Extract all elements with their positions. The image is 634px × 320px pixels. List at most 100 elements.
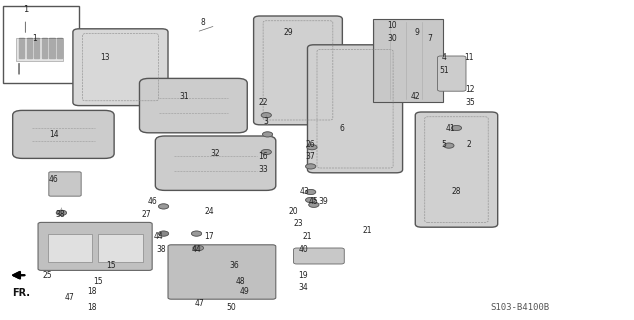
FancyBboxPatch shape xyxy=(155,136,276,190)
Text: 42: 42 xyxy=(410,92,420,100)
Text: 50: 50 xyxy=(226,303,236,312)
Text: 48: 48 xyxy=(236,277,246,286)
Text: 44: 44 xyxy=(153,232,164,241)
Text: 9: 9 xyxy=(415,28,420,36)
Text: 47: 47 xyxy=(65,293,75,302)
Text: 3: 3 xyxy=(264,117,269,126)
Text: 1: 1 xyxy=(23,5,28,14)
Circle shape xyxy=(307,145,317,150)
Text: 21: 21 xyxy=(363,226,372,235)
FancyBboxPatch shape xyxy=(437,56,466,91)
Text: 12: 12 xyxy=(466,85,475,94)
Text: 23: 23 xyxy=(293,220,303,228)
Circle shape xyxy=(193,246,200,250)
Text: 45: 45 xyxy=(309,197,319,206)
FancyBboxPatch shape xyxy=(254,16,342,125)
Text: 8: 8 xyxy=(200,18,205,27)
FancyBboxPatch shape xyxy=(168,245,276,299)
Text: 22: 22 xyxy=(259,98,268,107)
Text: 46: 46 xyxy=(147,197,157,206)
FancyBboxPatch shape xyxy=(307,45,403,173)
Text: 44: 44 xyxy=(191,245,202,254)
Text: 38: 38 xyxy=(157,245,167,254)
Text: 5: 5 xyxy=(441,140,446,148)
Text: FR.: FR. xyxy=(12,288,30,298)
Text: 25: 25 xyxy=(42,271,53,280)
Circle shape xyxy=(158,204,169,209)
Circle shape xyxy=(306,164,316,169)
Text: 46: 46 xyxy=(49,175,59,184)
Text: 28: 28 xyxy=(452,188,461,196)
Bar xyxy=(27,38,32,58)
Bar xyxy=(16,38,63,61)
Text: 49: 49 xyxy=(239,287,249,296)
Text: 47: 47 xyxy=(195,300,205,308)
FancyBboxPatch shape xyxy=(73,29,168,106)
Circle shape xyxy=(158,231,169,236)
Bar xyxy=(42,38,47,58)
Circle shape xyxy=(261,149,271,155)
FancyBboxPatch shape xyxy=(13,110,114,158)
FancyBboxPatch shape xyxy=(49,172,81,196)
Bar xyxy=(49,38,55,58)
Circle shape xyxy=(160,232,167,236)
Circle shape xyxy=(444,143,454,148)
FancyBboxPatch shape xyxy=(294,248,344,264)
Text: 4: 4 xyxy=(441,53,446,62)
Text: 33: 33 xyxy=(258,165,268,174)
Bar xyxy=(57,38,62,58)
Bar xyxy=(3,6,79,83)
Text: 15: 15 xyxy=(106,261,116,270)
Bar xyxy=(34,38,39,58)
FancyBboxPatch shape xyxy=(139,78,247,133)
Text: 41: 41 xyxy=(445,124,455,132)
Circle shape xyxy=(191,231,202,236)
Text: 1: 1 xyxy=(32,34,37,43)
Text: 13: 13 xyxy=(100,53,110,62)
Text: 15: 15 xyxy=(93,277,103,286)
Text: 38: 38 xyxy=(55,210,65,219)
Bar xyxy=(19,38,24,58)
Text: 18: 18 xyxy=(87,287,96,296)
Bar xyxy=(48,234,92,262)
Text: 40: 40 xyxy=(298,245,308,254)
Text: 18: 18 xyxy=(87,303,96,312)
Text: 20: 20 xyxy=(288,207,298,216)
Text: 27: 27 xyxy=(141,210,151,219)
Circle shape xyxy=(451,125,462,131)
Text: S103-B4100B: S103-B4100B xyxy=(490,303,550,312)
Circle shape xyxy=(262,132,273,137)
FancyBboxPatch shape xyxy=(38,222,152,270)
Text: 35: 35 xyxy=(465,98,476,107)
Circle shape xyxy=(306,197,316,203)
Text: 21: 21 xyxy=(303,232,312,241)
Circle shape xyxy=(56,210,67,215)
FancyBboxPatch shape xyxy=(415,112,498,227)
Text: 7: 7 xyxy=(427,34,432,43)
Text: 17: 17 xyxy=(204,232,214,241)
Text: 11: 11 xyxy=(465,53,474,62)
Text: 24: 24 xyxy=(204,207,214,216)
Text: 39: 39 xyxy=(318,197,328,206)
Text: 14: 14 xyxy=(49,130,59,139)
Text: 10: 10 xyxy=(387,21,397,30)
Text: 19: 19 xyxy=(298,271,308,280)
Text: 32: 32 xyxy=(210,149,221,158)
Circle shape xyxy=(306,189,316,195)
Text: 43: 43 xyxy=(299,188,309,196)
Circle shape xyxy=(56,211,64,215)
Circle shape xyxy=(261,113,271,118)
Text: 16: 16 xyxy=(258,152,268,161)
Text: 34: 34 xyxy=(298,284,308,292)
Text: 29: 29 xyxy=(283,28,294,36)
Bar xyxy=(373,19,443,102)
Circle shape xyxy=(309,202,319,207)
Text: 6: 6 xyxy=(340,124,345,132)
Text: 37: 37 xyxy=(306,152,316,161)
Text: 36: 36 xyxy=(230,261,240,270)
Circle shape xyxy=(193,245,204,251)
Text: 31: 31 xyxy=(179,92,189,100)
Text: 51: 51 xyxy=(439,66,449,75)
Text: 26: 26 xyxy=(306,140,316,148)
Bar xyxy=(98,234,143,262)
